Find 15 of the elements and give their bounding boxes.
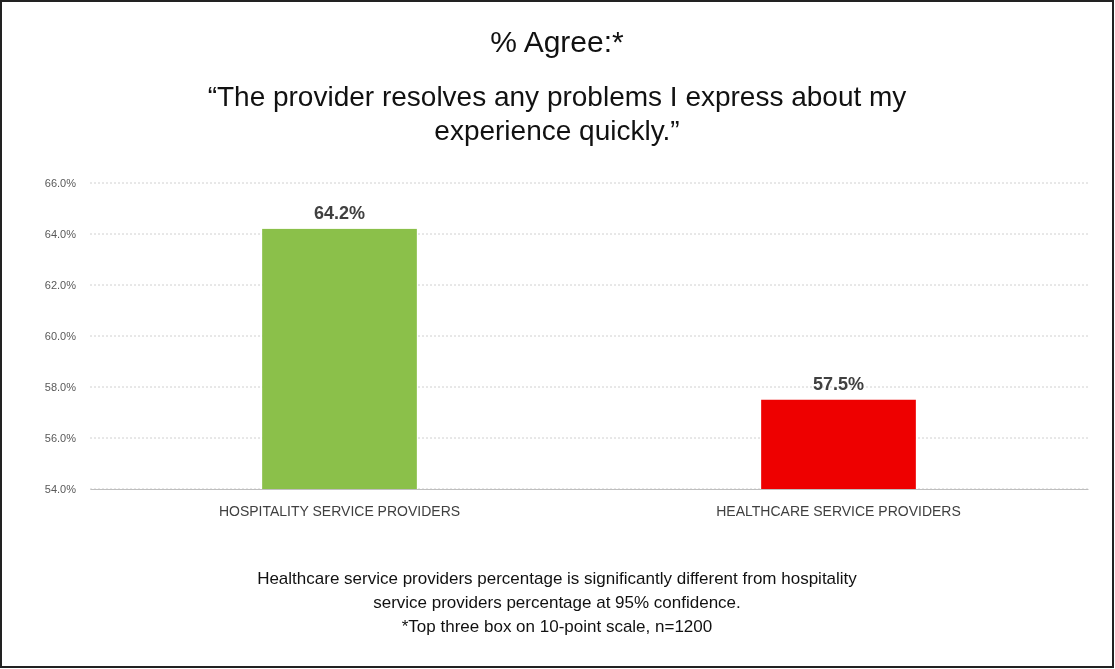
y-tick-label: 62.0% (44, 279, 77, 292)
y-tick-label: 56.0% (44, 432, 77, 445)
y-tick-label: 54.0% (44, 483, 77, 496)
y-tick-label: 58.0% (44, 381, 77, 394)
data-label: 64.2% (313, 202, 366, 223)
chart-title: % Agree:* (490, 25, 625, 58)
y-tick-label: 60.0% (44, 330, 77, 343)
chart-subtitle: “The provider resolves any problems I express about my experience quickly.” (207, 81, 907, 146)
y-tick-label: 64.0% (44, 228, 77, 241)
y-tick-label: 66.0% (44, 177, 77, 190)
text: Healthcare service providers percentage is significantly different from hospitality service providers percentage at 95% confidence. (257, 569, 858, 612)
data-label: 57.5% (812, 373, 865, 394)
text: *Top three box on 10-point scale, n=1200 (401, 617, 713, 636)
x-tick-label: HOSPITALITY SERVICE PROVIDERS (218, 502, 461, 519)
x-tick-label: HEALTHCARE SERVICE PROVIDERS (716, 502, 961, 519)
